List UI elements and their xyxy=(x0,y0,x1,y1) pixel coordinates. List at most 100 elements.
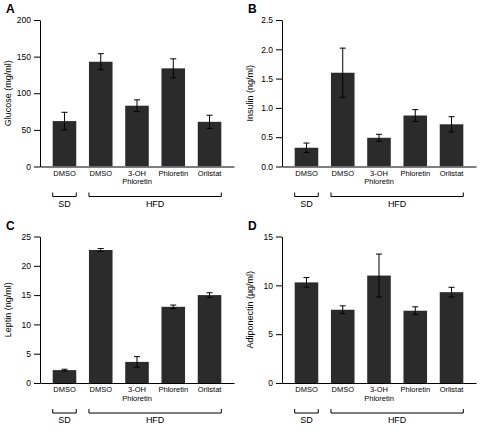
tick-label: 15 xyxy=(264,232,274,242)
tick-mark xyxy=(34,383,40,384)
error-bar xyxy=(376,254,382,297)
x-tick: DMSO xyxy=(295,385,318,394)
annotation: SD xyxy=(58,415,71,425)
bar xyxy=(331,310,355,383)
y-tick: 150 xyxy=(17,52,40,62)
error-bar xyxy=(207,115,213,128)
tick-label: 0 xyxy=(26,378,31,388)
tick-label: Orlistat xyxy=(198,385,223,394)
tick-mark xyxy=(34,57,40,58)
y-tick: 5 xyxy=(268,329,282,339)
y-axis-label: Insulin (ng/ml) xyxy=(245,65,255,122)
error-bar xyxy=(412,307,418,315)
tick-mark xyxy=(276,49,282,50)
x-tick: Phloretin xyxy=(158,169,188,178)
annotation: HFD xyxy=(146,199,165,209)
panel-label: D xyxy=(248,219,257,233)
axis-line xyxy=(41,383,235,384)
tick-mark xyxy=(34,266,40,267)
y-tick: 5 xyxy=(26,349,40,359)
tick-label: 0.0 xyxy=(261,162,273,172)
bar xyxy=(440,292,464,383)
plot-area xyxy=(295,254,464,383)
error-bar xyxy=(303,143,309,152)
tick-label: Phloretin xyxy=(158,385,188,394)
tick-label: 0.5 xyxy=(261,132,273,142)
tick-mark xyxy=(276,137,282,138)
annotation: SD xyxy=(58,199,71,209)
tick-label: DMSO xyxy=(53,169,76,178)
y-tick: 200 xyxy=(17,15,40,25)
error-bar xyxy=(412,110,418,122)
y-axis: 051015 xyxy=(264,232,283,389)
bar xyxy=(198,295,222,383)
tick-label: 20 xyxy=(22,261,32,271)
figure: 050100150200DMSODMSO3-OHPhloretinPhloret… xyxy=(0,0,484,433)
y-tick: 2.5 xyxy=(261,15,282,25)
tick-mark xyxy=(276,79,282,80)
error-bar xyxy=(340,48,346,97)
tick-mark xyxy=(34,295,40,296)
y-tick: 2.0 xyxy=(261,45,282,55)
tick-mark xyxy=(34,354,40,355)
x-tick: Phloretin xyxy=(400,169,430,178)
bar xyxy=(161,68,185,166)
x-tick: Orlistat xyxy=(440,169,465,178)
tick-label: DMSO xyxy=(295,169,318,178)
tick-label: Phloretin xyxy=(400,385,430,394)
tick-label: 0 xyxy=(268,378,273,388)
tick-label: 1.5 xyxy=(261,74,273,84)
tick-mark xyxy=(276,334,282,335)
x-axis: DMSODMSO3-OHPhloretinPhloretinOrlistat xyxy=(283,167,477,186)
axis-line xyxy=(283,383,477,384)
panel-label: C xyxy=(6,219,15,233)
plot-area xyxy=(53,54,222,167)
tick-mark xyxy=(34,324,40,325)
tick-label: 25 xyxy=(22,232,32,242)
tick-label: 50 xyxy=(22,125,32,135)
x-tick: 3-OHPhloretin xyxy=(122,385,152,402)
x-tick: DMSO xyxy=(331,169,354,178)
y-tick: 50 xyxy=(22,125,40,135)
panel-label: B xyxy=(248,2,257,16)
axis-line xyxy=(282,237,283,384)
tick-label: 2.5 xyxy=(261,15,273,25)
axis-line xyxy=(283,167,477,168)
panel: 050100150200DMSODMSO3-OHPhloretinPhloret… xyxy=(3,2,235,209)
tick-mark xyxy=(34,93,40,94)
tick-label: 200 xyxy=(17,15,31,25)
tick-label: 150 xyxy=(17,52,31,62)
tick-mark xyxy=(34,167,40,168)
bar xyxy=(403,116,427,167)
tick-mark xyxy=(276,285,282,286)
y-axis: 0510152025 xyxy=(22,232,41,389)
error-bar xyxy=(340,306,346,314)
x-axis: DMSODMSO3-OHPhloretinPhloretinOrlistat xyxy=(41,167,235,186)
x-tick: DMSO xyxy=(53,385,76,394)
bracket xyxy=(331,409,463,413)
y-axis-label: Leptin (ng/ml) xyxy=(3,282,13,337)
tick-label: 3-OHPhloretin xyxy=(122,169,152,186)
panel: 051015DMSODMSO3-OHPhloretinPhloretinOrli… xyxy=(245,219,477,426)
x-tick: Orlistat xyxy=(198,169,223,178)
tick-label: DMSO xyxy=(295,385,318,394)
y-axis-label: Glucose (mg/ml) xyxy=(3,60,13,126)
bracket xyxy=(53,409,77,413)
tick-label: DMSO xyxy=(331,385,354,394)
plot-area xyxy=(53,249,222,383)
bracket xyxy=(53,193,77,197)
bar xyxy=(125,106,149,167)
bar xyxy=(367,138,391,167)
error-bar xyxy=(61,112,67,130)
error-bar xyxy=(98,54,104,70)
axis-line xyxy=(40,237,41,384)
annotation: HFD xyxy=(388,199,407,209)
x-tick: Phloretin xyxy=(400,385,430,394)
x-tick: 3-OHPhloretin xyxy=(364,385,394,402)
axis-line xyxy=(282,21,283,168)
tick-mark xyxy=(276,237,282,238)
bracket xyxy=(295,409,319,413)
y-tick: 100 xyxy=(17,88,40,98)
error-bar xyxy=(61,369,67,371)
x-tick: Orlistat xyxy=(440,385,465,394)
